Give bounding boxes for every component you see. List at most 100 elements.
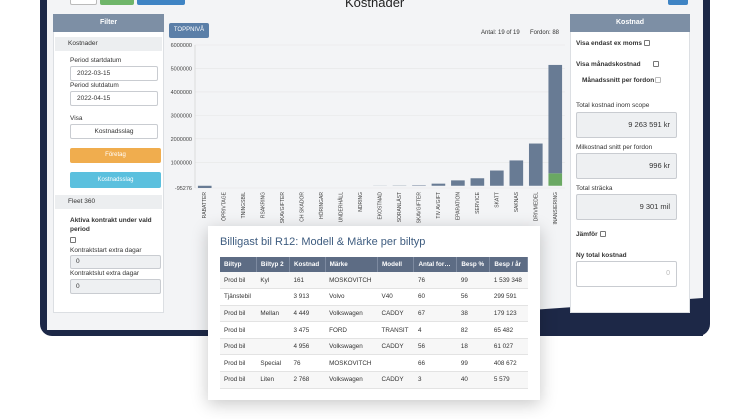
checkbox[interactable] — [653, 61, 659, 67]
cell: 179 123 — [493, 309, 517, 317]
label: Visa månadskostnad — [576, 61, 641, 68]
x-tick-label: HÖRINGAR — [318, 192, 325, 219]
label: Milkostnad snitt per fordon — [576, 144, 653, 151]
x-tick-label: SORANLÄST — [396, 192, 403, 222]
cell: Prod bil — [224, 276, 246, 284]
label: Total sträcka — [576, 185, 613, 192]
cell: 40 — [460, 376, 468, 384]
button[interactable]: TOPPNIVÅ — [169, 23, 209, 38]
cell: Special — [260, 359, 282, 367]
number-input[interactable]: 0 — [70, 279, 161, 294]
table-row: Prod bil 3 475 FORD TRANSIT 4 82 65 482 — [220, 321, 528, 339]
cell: 161 — [293, 276, 304, 284]
top-button[interactable] — [100, 0, 134, 5]
output: 9 301 mil — [576, 194, 677, 220]
x-tick-label: DRIVMEDEL — [533, 192, 539, 221]
checkbox[interactable] — [655, 77, 661, 83]
x-tick-label: SAKNAS — [514, 191, 520, 212]
top-button[interactable] — [137, 0, 185, 5]
cell: 3 475 — [293, 326, 310, 334]
cell: 18 — [460, 343, 468, 351]
cell — [256, 338, 289, 355]
label: Visa — [70, 115, 83, 122]
label: Ny total kostnad — [576, 252, 627, 259]
bar — [548, 173, 563, 186]
bar — [509, 160, 524, 186]
label: Period startdatum — [70, 57, 122, 64]
top-button[interactable] — [668, 0, 688, 5]
bar — [548, 64, 563, 174]
column-header: Besp / år — [489, 257, 528, 272]
x-tick-label: TIV AVGIFT — [436, 192, 442, 219]
cell: 408 672 — [493, 359, 517, 367]
cell: Prod bil — [224, 359, 246, 367]
table-row: Prod bil 4 956 Volkswagen CADDY 56 18 61 027 — [220, 338, 528, 355]
label: Månadssnitt per fordon — [582, 77, 655, 84]
cell: 3 — [417, 376, 422, 384]
column-header: Modell — [377, 257, 415, 272]
cell: 66 — [417, 359, 425, 367]
cell: 4 449 — [293, 309, 310, 317]
cell: 38 — [460, 309, 468, 317]
cell: CADDY — [381, 343, 404, 351]
checkbox[interactable] — [70, 237, 76, 243]
cell: 56 — [460, 293, 468, 301]
cell: Tjänstebil — [224, 293, 251, 301]
column-header: Biltyp 2 — [256, 257, 290, 272]
panel-header: Filter — [53, 14, 164, 32]
cell: Prod bil — [224, 343, 246, 351]
cell: 99 — [460, 359, 468, 367]
x-tick-label: UNDERHÅLL — [338, 192, 345, 223]
page-title: Kostnader — [345, 0, 405, 10]
table-title: Billigast bil R12: Modell & Märke per bi… — [220, 236, 426, 248]
cell: 99 — [460, 276, 468, 284]
date-input[interactable]: 2022-04-15 — [70, 91, 158, 106]
x-tick-label: ÖPRIVTAGE — [221, 191, 228, 220]
x-tick-label: SERVICE — [475, 191, 481, 214]
panel-header: Kostnad — [570, 14, 690, 32]
cell: 4 — [417, 326, 422, 334]
cell: 76 — [417, 276, 425, 284]
table-row: Prod bil Mellan 4 449 Volkswagen CADDY 67 38 17… — [220, 305, 528, 322]
cell: CADDY — [381, 309, 404, 317]
label: Kontraktstart extra dagar — [70, 247, 142, 254]
column-header: Biltyp — [220, 257, 257, 272]
x-tick-label: SKAVGIFTER — [416, 192, 422, 224]
cell — [378, 272, 414, 289]
button[interactable]: Företag — [70, 148, 161, 163]
x-tick-label: TNINGSBIL — [241, 192, 247, 219]
column-header: Antal for… — [413, 257, 458, 272]
cell: 299 591 — [493, 293, 517, 301]
cell: MOSKOVITCH — [329, 276, 372, 284]
checkbox[interactable] — [600, 231, 606, 237]
x-tick-label: SKATT — [494, 192, 500, 208]
checkbox[interactable] — [644, 40, 650, 46]
y-tick-label: 6000000 — [171, 43, 192, 49]
cell — [378, 355, 414, 372]
cell: TRANSIT — [381, 326, 409, 334]
output: 996 kr — [576, 153, 677, 179]
cell: Liten — [260, 376, 275, 384]
y-tick-label: -95276 — [175, 186, 192, 192]
cell: 67 — [417, 309, 425, 317]
select[interactable]: Kostnadsslag — [70, 124, 158, 139]
label: Kontraktslut extra dagar — [70, 270, 140, 277]
top-button[interactable] — [70, 0, 97, 5]
cell: Volkswagen — [329, 343, 363, 351]
bar — [470, 178, 485, 186]
cell: Volkswagen — [329, 376, 363, 384]
cell: Volkswagen — [329, 309, 363, 317]
button[interactable]: Kostnadsslag — [70, 172, 161, 188]
count: Antal: 19 of 19 — [481, 30, 520, 36]
input[interactable]: 0 — [576, 261, 677, 287]
label: Visa endast ex moms — [576, 40, 642, 47]
label: Jämför — [576, 231, 598, 238]
cell — [256, 322, 289, 339]
x-tick-label: FINANSIERING — [553, 192, 559, 225]
cell: 4 956 — [293, 343, 310, 351]
date-input[interactable]: 2022-03-15 — [70, 66, 158, 81]
section: Fleet 360 — [55, 195, 162, 209]
table-row: Tjänstebil 3 913 Volvo V40 60 56 299 591 — [220, 288, 528, 306]
number-input[interactable]: 0 — [70, 255, 161, 269]
